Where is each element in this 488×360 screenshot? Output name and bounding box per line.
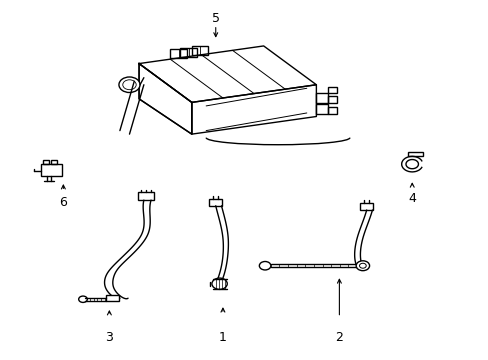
Text: 6: 6 [60, 196, 67, 209]
Text: 4: 4 [407, 192, 415, 205]
Bar [328, 107, 336, 114]
Circle shape [211, 278, 227, 289]
Circle shape [355, 261, 369, 271]
Bar [208, 199, 222, 206]
Bar [407, 152, 422, 156]
Bar [41, 164, 62, 176]
Bar [170, 49, 187, 58]
Text: 3: 3 [105, 331, 113, 344]
Bar [137, 192, 154, 200]
Text: 5: 5 [211, 12, 219, 26]
Bar [316, 104, 328, 114]
Bar [106, 295, 119, 301]
Text: 1: 1 [219, 331, 226, 344]
Bar [328, 87, 336, 93]
Bar [51, 160, 57, 164]
Bar [180, 48, 197, 57]
Circle shape [259, 261, 270, 270]
Bar [316, 93, 328, 103]
Bar [191, 46, 208, 55]
Circle shape [119, 77, 140, 93]
Bar [43, 160, 49, 164]
Bar [359, 203, 373, 210]
Text: 2: 2 [335, 331, 343, 344]
Bar [328, 96, 336, 103]
